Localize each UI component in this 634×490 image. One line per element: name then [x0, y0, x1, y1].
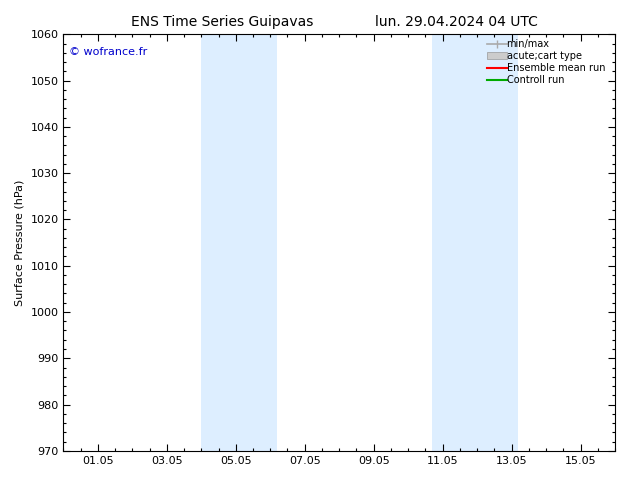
- Bar: [253, 34, 277, 451]
- Bar: [432, 34, 477, 451]
- Text: ENS Time Series Guipavas: ENS Time Series Guipavas: [131, 15, 313, 29]
- Y-axis label: Surface Pressure (hPa): Surface Pressure (hPa): [15, 179, 25, 306]
- Text: lun. 29.04.2024 04 UTC: lun. 29.04.2024 04 UTC: [375, 15, 538, 29]
- Bar: [477, 34, 519, 451]
- Text: © wofrance.fr: © wofrance.fr: [69, 47, 147, 57]
- Bar: [202, 34, 253, 451]
- Legend: min/max, acute;cart type, Ensemble mean run, Controll run: min/max, acute;cart type, Ensemble mean …: [486, 37, 612, 87]
